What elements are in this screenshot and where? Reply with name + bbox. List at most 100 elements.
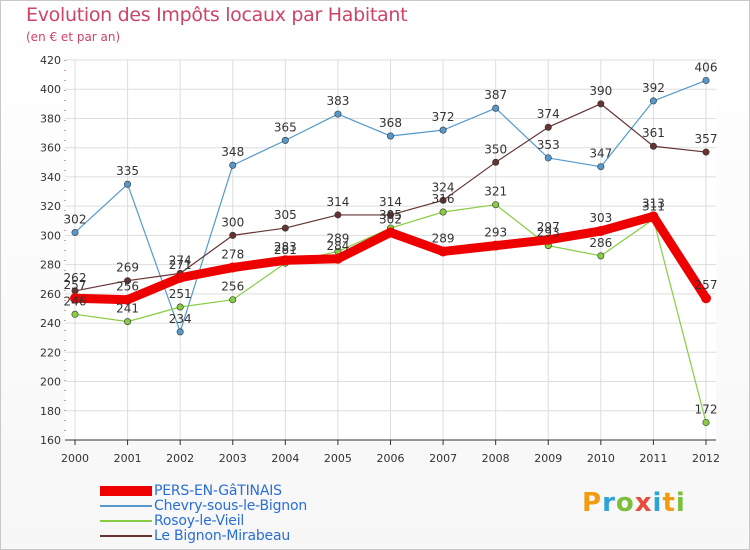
data-point: [280, 255, 291, 266]
data-point: [229, 296, 237, 304]
data-label: 278: [221, 248, 244, 262]
data-label: 387: [484, 88, 507, 102]
data-label: 251: [169, 287, 192, 301]
data-label: 302: [379, 212, 402, 226]
data-point: [176, 328, 184, 336]
data-label: 353: [537, 138, 560, 152]
data-label: 314: [326, 195, 349, 209]
data-label: 357: [695, 132, 718, 146]
data-label: 390: [589, 84, 612, 98]
legend-swatch: [100, 505, 152, 507]
data-point: [70, 293, 80, 304]
data-label: 392: [642, 81, 665, 95]
data-point: [490, 240, 501, 251]
data-point: [702, 76, 710, 84]
chart-subtitle: (en € et par an): [26, 30, 121, 44]
data-label: 281: [274, 243, 297, 257]
axes: 160 180 200 220 240 260 280 300 320 340 360 380 400 4…: [40, 54, 720, 465]
data-label: 271: [169, 258, 192, 272]
data-label: 172: [695, 402, 718, 416]
data-point: [439, 208, 447, 216]
data-point: [544, 154, 552, 162]
data-label: 347: [589, 147, 612, 161]
data-point: [595, 226, 606, 236]
data-label: 283: [274, 240, 297, 254]
data-point: [386, 211, 394, 219]
data-label: 256: [116, 280, 139, 294]
legend-swatch: [100, 520, 152, 522]
data-label: 257: [695, 278, 718, 292]
data-label: 311: [642, 199, 665, 213]
logo-letter: o: [615, 488, 635, 518]
data-label: 383: [326, 94, 349, 108]
data-label: 300: [221, 215, 244, 229]
data-point: [597, 100, 605, 108]
data-label: 262: [64, 271, 87, 285]
logo-letter: i: [675, 488, 686, 518]
x-tick-label: 2012: [692, 452, 720, 465]
grid: [65, 59, 716, 441]
data-label: 289: [326, 231, 349, 245]
data-point: [386, 132, 394, 140]
data-label: 365: [274, 120, 297, 134]
data-label: 302: [64, 212, 87, 226]
legend-swatch: [100, 535, 152, 537]
data-label: 335: [116, 164, 139, 178]
data-point: [385, 227, 396, 238]
legend-label: Chevry-sous-le-Bignon: [154, 498, 308, 514]
data-label: 305: [379, 208, 402, 222]
data-point: [332, 253, 343, 264]
y-tick-label: 380: [40, 112, 61, 125]
data-point: [229, 231, 237, 239]
y-tick-label: 280: [40, 259, 61, 272]
data-point: [492, 104, 500, 112]
data-label: 316: [432, 192, 455, 206]
data-point: [124, 318, 132, 326]
data-point: [175, 272, 186, 283]
data-label: 321: [484, 185, 507, 199]
y-tick-label: 260: [40, 288, 61, 301]
x-tick-label: 2004: [271, 452, 299, 465]
logo-letter: i: [652, 488, 663, 518]
data-label: 241: [116, 302, 139, 316]
data-label: 372: [432, 110, 455, 124]
x-tick-label: 2006: [377, 452, 405, 465]
legend-swatch: [100, 486, 152, 496]
data-label: 324: [432, 180, 455, 194]
x-tick-label: 2003: [219, 452, 247, 465]
proxiti-logo: Proxiti: [582, 488, 686, 518]
data-label: 284: [326, 239, 349, 253]
data-point: [702, 148, 710, 156]
y-tick-label: 400: [40, 83, 61, 96]
data-label: 269: [116, 261, 139, 275]
x-tick-label: 2008: [482, 452, 510, 465]
legend-label: Le Bignon-Mirabeau: [154, 528, 291, 544]
x-tick-label: 2011: [639, 452, 667, 465]
data-label: 350: [484, 142, 507, 156]
data-label: 289: [432, 231, 455, 245]
data-label: 348: [221, 145, 244, 159]
data-label: 274: [169, 253, 192, 267]
data-point: [281, 224, 289, 232]
y-tick-label: 220: [40, 346, 61, 359]
data-point: [71, 310, 79, 318]
data-label: 293: [484, 226, 507, 240]
data-point: [439, 126, 447, 134]
legend-label: Rosoy-le-Vieil: [154, 513, 245, 529]
data-label: 314: [379, 195, 402, 209]
data-point: [597, 252, 605, 260]
data-point: [492, 158, 500, 166]
data-point: [649, 142, 657, 150]
y-tick-label: 340: [40, 171, 61, 184]
y-tick-label: 320: [40, 200, 61, 213]
chart-title: Evolution des Impôts locaux par Habitant: [26, 4, 408, 26]
data-point: [543, 234, 554, 245]
data-label: 361: [642, 126, 665, 140]
data-point: [334, 211, 342, 219]
data-point: [281, 136, 289, 144]
data-point: [492, 201, 500, 209]
y-tick-label: 180: [40, 405, 61, 418]
data-point: [227, 262, 238, 273]
data-point: [71, 228, 79, 236]
